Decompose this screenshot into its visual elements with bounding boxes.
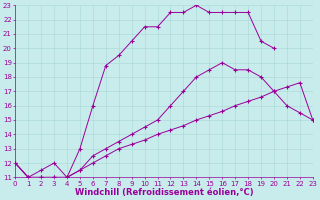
X-axis label: Windchill (Refroidissement éolien,°C): Windchill (Refroidissement éolien,°C): [75, 188, 253, 197]
